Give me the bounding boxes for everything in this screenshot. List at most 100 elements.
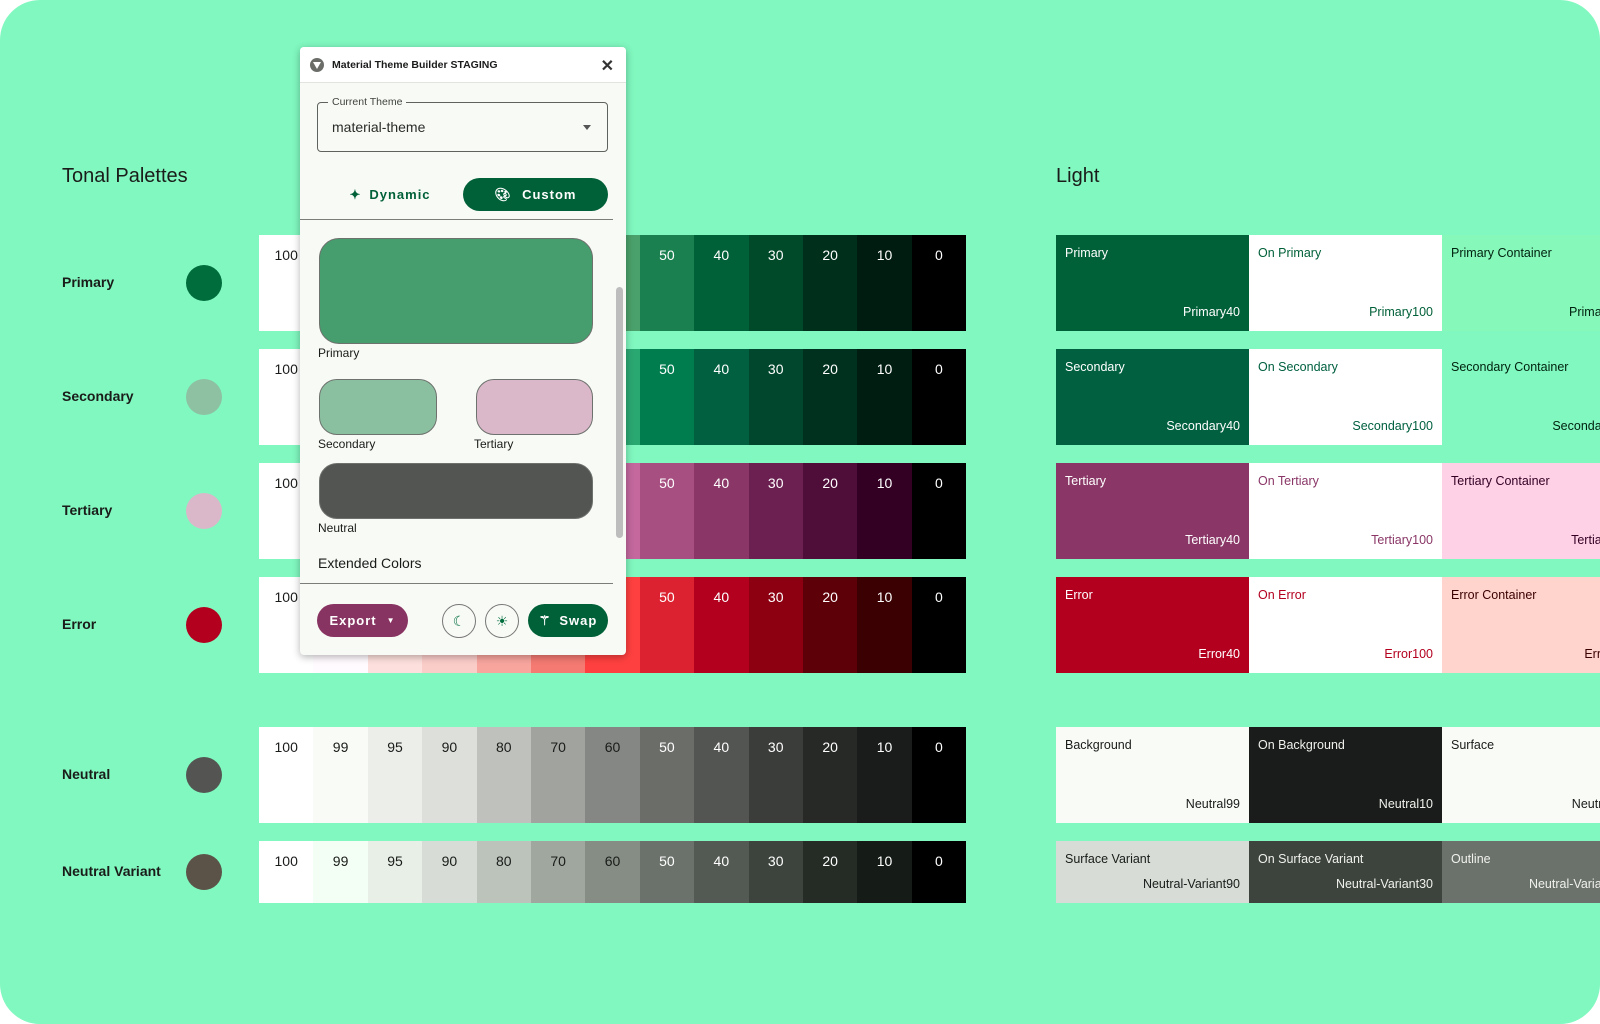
scheme-role-surface-variant[interactable]: Surface Variant Neutral-Variant90 [1056,841,1249,903]
custom-label: Custom [522,187,577,202]
tone-cell[interactable]: 90 [422,727,477,823]
light-mode-button[interactable]: ☀ [485,604,519,638]
tone-cell[interactable]: 0 [911,841,967,903]
role-name: Secondary Container [1451,360,1569,374]
role-tone: Tertiary40 [1185,533,1240,547]
tone-cell[interactable]: 30 [748,463,803,559]
seed-color-neutral[interactable] [186,757,222,793]
custom-tab[interactable]: 🎨︎ Custom [463,178,608,211]
tone-cell[interactable]: 50 [639,577,695,673]
tone-cell[interactable]: 60 [585,727,640,823]
role-tone: Secondary90 [1552,419,1600,433]
scheme-role-tertiary-container[interactable]: Tertiary Container Tertiary90 [1442,463,1600,559]
tone-cell[interactable]: 10 [857,349,912,445]
tone-cell[interactable]: 20 [802,349,858,445]
tone-cell[interactable]: 0 [911,727,967,823]
tone-cell[interactable]: 100 [259,841,314,903]
current-theme-select[interactable]: Current Theme material-theme [317,96,608,152]
tone-cell[interactable]: 30 [748,577,803,673]
scheme-role-error-container[interactable]: Error Container Error90 [1442,577,1600,673]
tonal-palette-neutral: 100 99 95 90 80 70 60 50 40 30 20 10 0 [259,727,967,823]
scheme-role-primary[interactable]: Primary Primary40 [1056,235,1249,331]
palette-icon: 🎨︎ [494,186,513,202]
neutral-swatch[interactable] [319,463,593,519]
scheme-role-on-surface-variant[interactable]: On Surface Variant Neutral-Variant30 [1249,841,1442,903]
tone-cell[interactable]: 99 [313,841,368,903]
close-icon[interactable]: ✕ [600,58,614,75]
export-button[interactable]: Export ▼ [317,604,408,637]
dark-mode-button[interactable]: ☾ [442,604,476,638]
dynamic-tab[interactable]: ✦ Dynamic [330,178,450,211]
tone-cell[interactable]: 60 [585,841,640,903]
seed-color-error[interactable] [186,607,222,643]
scheme-role-surface[interactable]: Surface Neutral99 [1442,727,1600,823]
tone-cell[interactable]: 95 [367,727,423,823]
tone-cell[interactable]: 40 [694,349,749,445]
scheme-role-on-error[interactable]: On Error Error100 [1249,577,1442,673]
scheme-role-on-background[interactable]: On Background Neutral10 [1249,727,1442,823]
primary-swatch[interactable] [319,238,593,344]
tone-cell[interactable]: 40 [694,463,749,559]
tone-cell[interactable]: 100 [259,727,314,823]
scheme-role-primary-container[interactable]: Primary Container Primary90 [1442,235,1600,331]
tone-cell[interactable]: 20 [802,235,858,331]
tone-cell[interactable]: 10 [857,577,912,673]
panel-title: Material Theme Builder STAGING [332,58,498,71]
tertiary-swatch[interactable] [476,379,593,435]
secondary-swatch[interactable] [319,379,437,435]
tone-cell[interactable]: 0 [911,349,967,445]
swap-button[interactable]: ⚚ Swap [528,604,608,637]
tone-cell[interactable]: 40 [694,727,749,823]
tone-cell[interactable]: 99 [313,727,368,823]
tone-cell[interactable]: 40 [694,235,749,331]
tone-cell[interactable]: 20 [802,841,858,903]
scheme-role-outline[interactable]: Outline Neutral-Variant50 [1442,841,1600,903]
tone-cell[interactable]: 80 [476,841,531,903]
tone-cell[interactable]: 10 [857,727,912,823]
scheme-role-secondary[interactable]: Secondary Secondary40 [1056,349,1249,445]
tone-cell[interactable]: 50 [639,349,695,445]
tone-cell[interactable]: 90 [422,841,477,903]
tone-cell[interactable]: 20 [802,577,858,673]
scrollbar[interactable] [616,287,623,538]
tone-cell[interactable]: 0 [911,577,967,673]
seed-color-neutral-variant[interactable] [186,854,222,890]
scheme-role-on-tertiary[interactable]: On Tertiary Tertiary100 [1249,463,1442,559]
tone-cell[interactable]: 95 [367,841,423,903]
tone-cell[interactable]: 30 [748,235,803,331]
tone-cell[interactable]: 30 [748,727,803,823]
tone-cell[interactable]: 50 [639,727,695,823]
tone-cell[interactable]: 30 [748,841,803,903]
tone-cell[interactable]: 30 [748,349,803,445]
tone-cell[interactable]: 50 [639,235,695,331]
tone-cell[interactable]: 10 [857,235,912,331]
role-name: Tertiary [1065,474,1106,488]
extended-colors-heading[interactable]: Extended Colors [318,555,422,571]
tone-cell[interactable]: 50 [639,463,695,559]
tone-cell[interactable]: 70 [530,727,586,823]
tone-cell[interactable]: 40 [694,841,749,903]
scheme-role-background[interactable]: Background Neutral99 [1056,727,1249,823]
tone-cell[interactable]: 10 [857,463,912,559]
seed-color-primary[interactable] [186,265,222,301]
scheme-role-tertiary[interactable]: Tertiary Tertiary40 [1056,463,1249,559]
tone-cell[interactable]: 50 [639,841,695,903]
tone-cell[interactable]: 40 [694,577,749,673]
scheme-role-on-primary[interactable]: On Primary Primary100 [1249,235,1442,331]
scheme-role-secondary-container[interactable]: Secondary Container Secondary90 [1442,349,1600,445]
tone-cell[interactable]: 0 [911,235,967,331]
scheme-role-error[interactable]: Error Error40 [1056,577,1249,673]
tone-cell[interactable]: 10 [857,841,912,903]
panel-titlebar: Material Theme Builder STAGING ✕ [300,47,626,83]
tone-cell[interactable]: 70 [530,841,586,903]
seed-color-secondary[interactable] [186,379,222,415]
role-name: On Background [1258,738,1345,752]
tone-cell[interactable]: 80 [476,727,531,823]
seed-color-tertiary[interactable] [186,493,222,529]
scheme-role-on-secondary[interactable]: On Secondary Secondary100 [1249,349,1442,445]
scheme-row: Error Error40 On Error Error100 Error Co… [1056,577,1600,673]
tone-cell[interactable]: 20 [802,463,858,559]
role-tone: Tertiary90 [1571,533,1600,547]
tone-cell[interactable]: 20 [802,727,858,823]
tone-cell[interactable]: 0 [911,463,967,559]
